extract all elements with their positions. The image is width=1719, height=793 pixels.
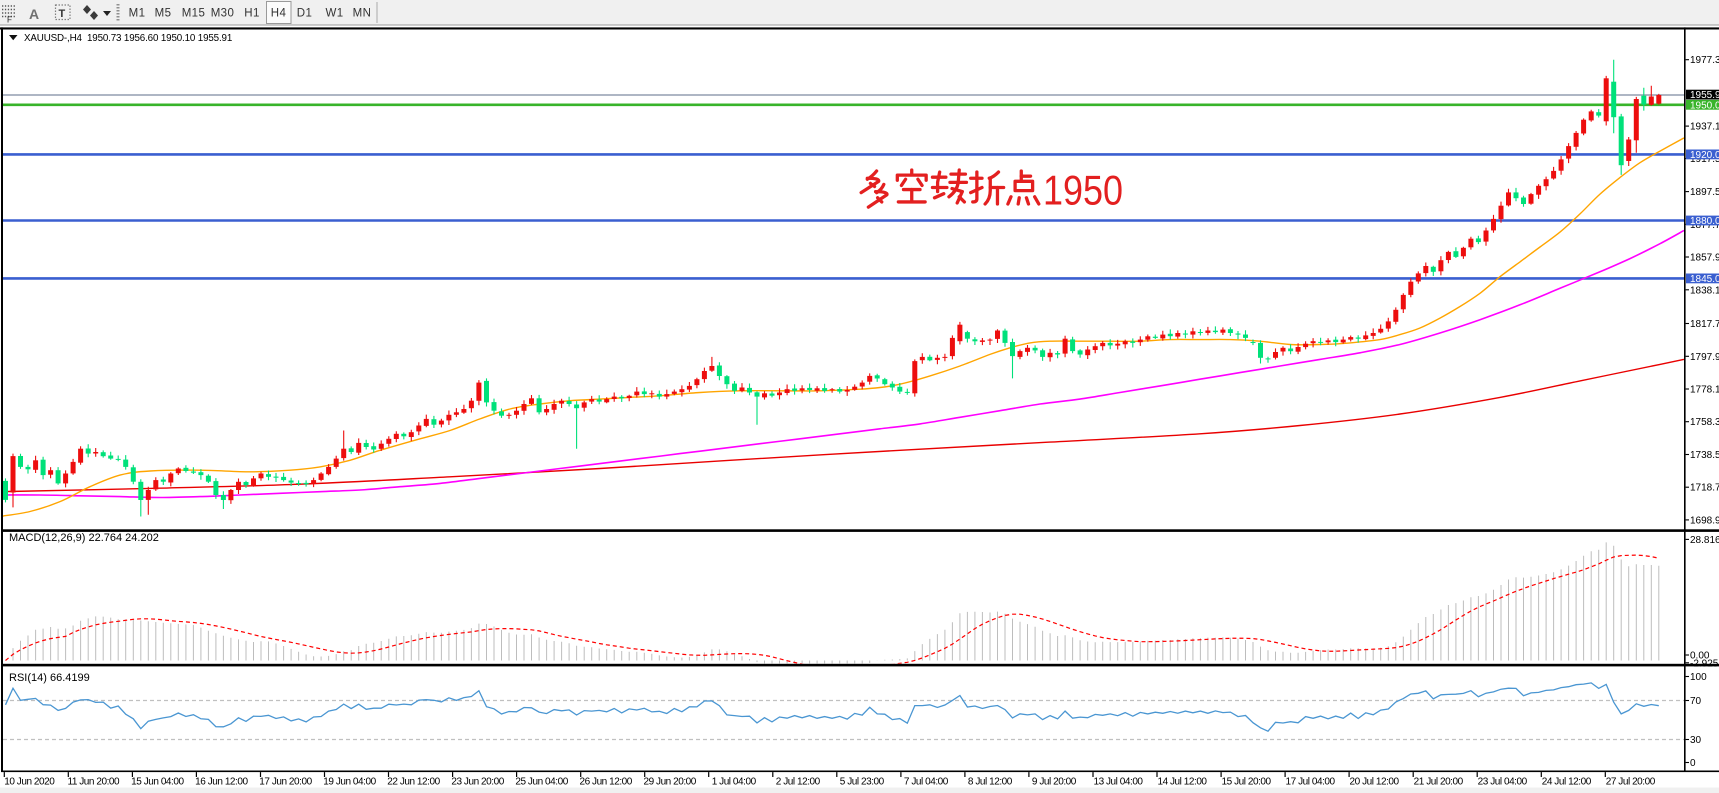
- svg-text:25 Jun 04:00: 25 Jun 04:00: [515, 777, 568, 788]
- svg-text:1698.90: 1698.90: [1690, 515, 1719, 526]
- svg-text:28.816: 28.816: [1690, 535, 1719, 546]
- svg-text:22 Jun 12:00: 22 Jun 12:00: [387, 777, 440, 788]
- svg-text:M30: M30: [211, 8, 235, 20]
- svg-text:10 Jun 2020: 10 Jun 2020: [4, 777, 55, 788]
- svg-text:16 Jun 12:00: 16 Jun 12:00: [195, 777, 248, 788]
- svg-text:1950: 1950: [1043, 167, 1123, 214]
- svg-text:1955.91: 1955.91: [1690, 90, 1719, 101]
- svg-text:W1: W1: [325, 8, 343, 20]
- svg-text:1797.90: 1797.90: [1690, 352, 1719, 363]
- svg-text:1758.30: 1758.30: [1690, 417, 1719, 428]
- svg-text:XAUUSD-,H4 1950.73 1956.60 19: XAUUSD-,H4 1950.73 1956.60 1950.10 1955.…: [24, 33, 232, 44]
- svg-text:19 Jun 04:00: 19 Jun 04:00: [323, 777, 376, 788]
- svg-text:M15: M15: [182, 8, 206, 20]
- svg-text:T: T: [59, 8, 66, 20]
- svg-text:17 Jun 20:00: 17 Jun 20:00: [259, 777, 312, 788]
- svg-text:MACD(12,26,9) 22.764 24.202: MACD(12,26,9) 22.764 24.202: [9, 532, 159, 544]
- svg-text:14 Jul 12:00: 14 Jul 12:00: [1157, 777, 1207, 788]
- svg-text:0.00: 0.00: [1690, 651, 1710, 662]
- svg-text:2 Jul 12:00: 2 Jul 12:00: [776, 777, 821, 788]
- svg-text:15 Jul 20:00: 15 Jul 20:00: [1222, 777, 1272, 788]
- svg-text:1718.70: 1718.70: [1690, 483, 1719, 494]
- svg-text:27 Jul 20:00: 27 Jul 20:00: [1606, 777, 1656, 788]
- svg-text:1738.50: 1738.50: [1690, 450, 1719, 461]
- svg-text:20 Jul 12:00: 20 Jul 12:00: [1350, 777, 1400, 788]
- svg-text:13 Jul 04:00: 13 Jul 04:00: [1093, 777, 1143, 788]
- svg-text:1880.00: 1880.00: [1690, 216, 1719, 227]
- svg-text:1 Jul 04:00: 1 Jul 04:00: [712, 777, 757, 788]
- svg-text:9 Jul 20:00: 9 Jul 20:00: [1032, 777, 1077, 788]
- svg-text:11 Jun 20:00: 11 Jun 20:00: [67, 777, 120, 788]
- svg-text:M1: M1: [129, 8, 146, 20]
- svg-text:1817.70: 1817.70: [1690, 319, 1719, 330]
- svg-text:17 Jul 04:00: 17 Jul 04:00: [1286, 777, 1336, 788]
- svg-text:70: 70: [1690, 696, 1702, 707]
- svg-text:F: F: [7, 16, 12, 25]
- svg-text:D1: D1: [297, 8, 313, 20]
- svg-text:1977.30: 1977.30: [1690, 55, 1719, 66]
- svg-text:30: 30: [1690, 735, 1702, 746]
- svg-text:1950.00: 1950.00: [1690, 100, 1719, 111]
- svg-text:-2.925: -2.925: [1690, 658, 1719, 669]
- svg-text:H1: H1: [244, 8, 260, 20]
- svg-text:1897.50: 1897.50: [1690, 187, 1719, 198]
- svg-text:7 Jul 04:00: 7 Jul 04:00: [904, 777, 949, 788]
- svg-text:1778.10: 1778.10: [1690, 385, 1719, 396]
- svg-text:1857.90: 1857.90: [1690, 253, 1719, 264]
- svg-text:5 Jul 23:00: 5 Jul 23:00: [840, 777, 885, 788]
- svg-text:23 Jun 20:00: 23 Jun 20:00: [451, 777, 504, 788]
- svg-text:29 Jun 20:00: 29 Jun 20:00: [643, 777, 696, 788]
- svg-text:1937.10: 1937.10: [1690, 122, 1719, 133]
- svg-text:23 Jul 04:00: 23 Jul 04:00: [1478, 777, 1528, 788]
- svg-text:MN: MN: [353, 8, 372, 20]
- svg-text:1838.10: 1838.10: [1690, 285, 1719, 296]
- svg-text:1920.00: 1920.00: [1690, 150, 1719, 161]
- svg-text:H4: H4: [271, 8, 287, 20]
- svg-text:1917.50: 1917.50: [1690, 154, 1719, 165]
- svg-text:A: A: [29, 6, 39, 22]
- svg-text:100: 100: [1690, 672, 1707, 683]
- svg-text:26 Jun 12:00: 26 Jun 12:00: [579, 777, 632, 788]
- svg-text:0: 0: [1690, 758, 1696, 769]
- svg-text:15 Jun 04:00: 15 Jun 04:00: [131, 777, 184, 788]
- svg-text:8 Jul 12:00: 8 Jul 12:00: [968, 777, 1013, 788]
- svg-text:24 Jul 12:00: 24 Jul 12:00: [1542, 777, 1592, 788]
- svg-text:RSI(14) 66.4199: RSI(14) 66.4199: [9, 672, 90, 684]
- svg-text:1845.00: 1845.00: [1690, 274, 1719, 285]
- svg-text:M5: M5: [155, 8, 172, 20]
- svg-text:21 Jul 20:00: 21 Jul 20:00: [1414, 777, 1464, 788]
